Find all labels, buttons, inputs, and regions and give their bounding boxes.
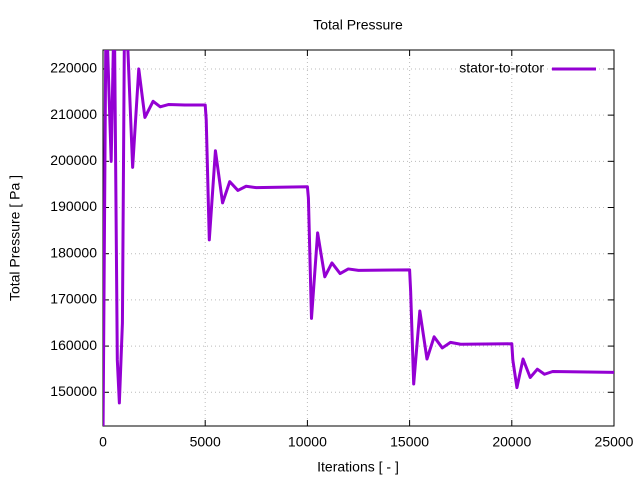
y-tick-label: 190000 bbox=[50, 198, 97, 214]
x-tick-label: 25000 bbox=[595, 434, 634, 450]
y-tick-label: 160000 bbox=[50, 337, 97, 353]
y-axis-label: Total Pressure [ Pa ] bbox=[7, 175, 23, 301]
chart-title: Total Pressure bbox=[313, 17, 403, 33]
x-axis-label: Iterations [ - ] bbox=[317, 459, 399, 475]
x-tick-label: 5000 bbox=[190, 434, 221, 450]
y-tick-label: 170000 bbox=[50, 291, 97, 307]
y-tick-label: 200000 bbox=[50, 152, 97, 168]
y-tick-label: 210000 bbox=[50, 106, 97, 122]
y-tick-label: 220000 bbox=[50, 60, 97, 76]
x-tick-label: 0 bbox=[99, 434, 107, 450]
x-tick-label: 10000 bbox=[288, 434, 327, 450]
legend-label: stator-to-rotor bbox=[459, 60, 544, 76]
data-line bbox=[103, 50, 614, 426]
y-tick-label: 150000 bbox=[50, 383, 97, 399]
x-tick-label: 15000 bbox=[390, 434, 429, 450]
y-tick-label: 180000 bbox=[50, 244, 97, 260]
x-tick-label: 20000 bbox=[492, 434, 531, 450]
